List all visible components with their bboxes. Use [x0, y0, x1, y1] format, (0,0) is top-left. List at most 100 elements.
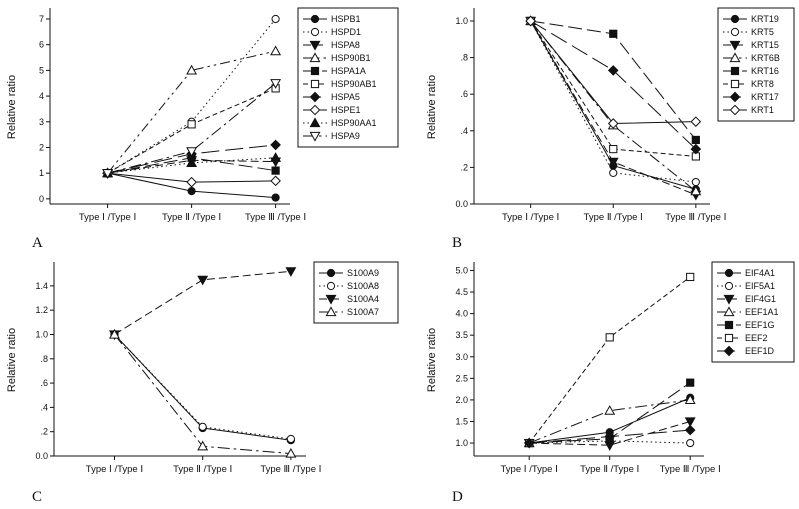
series-marker: [684, 424, 696, 436]
legend-label: EEF1G: [745, 320, 775, 330]
series-marker: [310, 66, 320, 76]
chart-svg: 0.0 .2 .4 .6 .8 1.0 1.2 1.4 Type Ⅰ /Type Ⅰ Type Ⅱ…: [6, 261, 399, 475]
legend-label: KRT15: [751, 40, 779, 50]
y-axis-title: Relative ratio: [6, 328, 18, 392]
series-marker: [604, 431, 616, 442]
chart-b: 0.0 .2 .4 .6 .8 1.0 Type Ⅰ /Type Ⅰ Type Ⅱ /Type…: [424, 2, 796, 243]
legend-label: KRT19: [751, 14, 779, 24]
series-HSPA9: [102, 79, 282, 179]
legend-label: EEF1D: [745, 346, 775, 356]
series-marker: [686, 378, 695, 387]
legend-label: KRT5: [751, 27, 774, 37]
series-marker: [729, 91, 741, 103]
y-tick-label: .2: [460, 162, 468, 172]
series-marker: [270, 152, 282, 162]
series-marker: [271, 14, 280, 24]
chart-c: 0.0 .2 .4 .6 .8 1.0 1.2 1.4 Type Ⅰ /Type Ⅰ Type Ⅱ…: [4, 256, 400, 495]
series-marker: [690, 116, 702, 127]
series-marker: [609, 168, 618, 177]
series-line: [107, 50, 276, 174]
series-marker: [724, 320, 734, 330]
series-marker: [270, 175, 281, 187]
y-tick-label: 5: [39, 65, 44, 75]
series-marker: [604, 441, 616, 451]
chart-panel-d: 1.0 1.5 2.0 2.5 3.0 3.5 4.0 4.5 5.0 Type Ⅰ /Type …: [424, 256, 796, 506]
y-tick-label: 0.0: [455, 199, 468, 209]
panel-label-c: C: [32, 489, 43, 505]
series-S100A8: [110, 330, 295, 444]
series-line: [530, 20, 696, 157]
y-tick-label: .6: [40, 378, 48, 388]
y-tick-label: 1: [39, 168, 44, 178]
y-axis-ticks: 0.0 .2 .4 .6 .8 1.0 1.2 1.4: [35, 281, 54, 461]
series-marker: [607, 118, 619, 129]
y-tick-label: .4: [460, 126, 468, 136]
legend-label: HSPD1: [331, 27, 361, 37]
series-marker: [724, 281, 734, 291]
legend-label: HSP90AA1: [331, 118, 377, 128]
series-marker: [730, 79, 740, 89]
series-marker: [609, 29, 618, 38]
series-marker: [724, 268, 734, 278]
series-marker: [690, 185, 702, 196]
series-marker: [723, 345, 735, 357]
series-marker: [605, 333, 614, 342]
y-tick-label: 1.2: [35, 305, 48, 315]
legend-label: KRT16: [751, 66, 779, 76]
legend: S100A9 S100A8 S100A4 S100A7: [313, 261, 399, 324]
x-tick-label: Type Ⅱ /Type Ⅰ: [173, 464, 232, 475]
chart-svg: 0.0 .2 .4 .6 .8 1.0 Type Ⅰ /Type Ⅰ Type Ⅱ /Type…: [426, 7, 795, 223]
y-axis-title: Relative ratio: [426, 328, 438, 392]
legend-label: EIF5A1: [745, 281, 775, 291]
series-marker: [285, 447, 297, 458]
legend: HSPB1 HSPD1 HSPA8 HSP90B1 HSPA1A HSP90AB1 HSPA…: [297, 7, 399, 148]
x-axis-ticks: Type Ⅰ /Type Ⅰ Type Ⅱ /Type Ⅰ Type Ⅲ /Type…: [86, 456, 321, 475]
series-KRT1: [525, 15, 702, 129]
chart-d: 1.0 1.5 2.0 2.5 3.0 3.5 4.0 4.5 5.0 Type Ⅰ /Type …: [424, 256, 796, 495]
y-tick-label: 1.5: [455, 416, 468, 426]
y-tick-label: 2.5: [455, 373, 468, 383]
legend-label: EEF2: [745, 333, 768, 343]
chart-panel-b: 0.0 .2 .4 .6 .8 1.0 Type Ⅰ /Type Ⅰ Type Ⅱ /Type…: [424, 2, 796, 254]
series-line: [529, 421, 691, 446]
series-marker: [270, 45, 282, 56]
series-marker: [730, 27, 740, 37]
y-tick-label: 1.0: [455, 438, 468, 448]
series-line: [107, 157, 276, 174]
x-axis-ticks: Type Ⅰ /Type Ⅰ Type Ⅱ /Type Ⅰ Type Ⅲ /Type…: [501, 456, 721, 475]
y-axis-ticks: 0.0 .2 .4 .6 .8 1.0: [455, 16, 474, 209]
series-marker: [285, 267, 297, 277]
series-marker: [309, 104, 321, 116]
chart-panel-c: 0.0 .2 .4 .6 .8 1.0 1.2 1.4 Type Ⅰ /Type Ⅰ Type Ⅱ…: [4, 256, 400, 506]
series-marker: [310, 27, 320, 37]
series-line: [530, 20, 697, 192]
y-tick-label: 6: [39, 40, 44, 50]
legend-label: HSPE1: [331, 105, 361, 115]
series-marker: [197, 275, 209, 286]
y-tick-label: 3: [39, 117, 44, 127]
legend-label: KRT8: [751, 79, 774, 89]
y-tick-label: 1.0: [35, 329, 48, 339]
legend-label: HSPA8: [331, 40, 360, 50]
y-axis-title: Relative ratio: [426, 75, 438, 139]
series-marker: [186, 147, 198, 157]
series-line: [107, 18, 276, 174]
legend: KRT19 KRT5 KRT15 KRT6B KRT16 KRT8 KRT17 KRT1: [717, 7, 795, 122]
legend-label: KRT17: [751, 92, 779, 102]
series-EEF1D: [523, 424, 696, 449]
series-line: [529, 399, 691, 444]
panel-label-d: D: [452, 489, 463, 505]
legend-label: S100A4: [347, 294, 379, 304]
series-marker: [102, 169, 114, 179]
series-marker: [186, 64, 198, 75]
series-marker: [271, 193, 280, 202]
series-marker: [270, 79, 282, 89]
series-marker: [309, 131, 321, 142]
legend: EIF4A1 EIF5A1 EIF4G1 EEF1A1 EEF1G EEF2 EEF1D: [711, 261, 795, 363]
series-marker: [729, 104, 741, 116]
series-marker: [325, 294, 337, 305]
series-marker: [729, 40, 741, 51]
series-marker: [309, 52, 321, 63]
